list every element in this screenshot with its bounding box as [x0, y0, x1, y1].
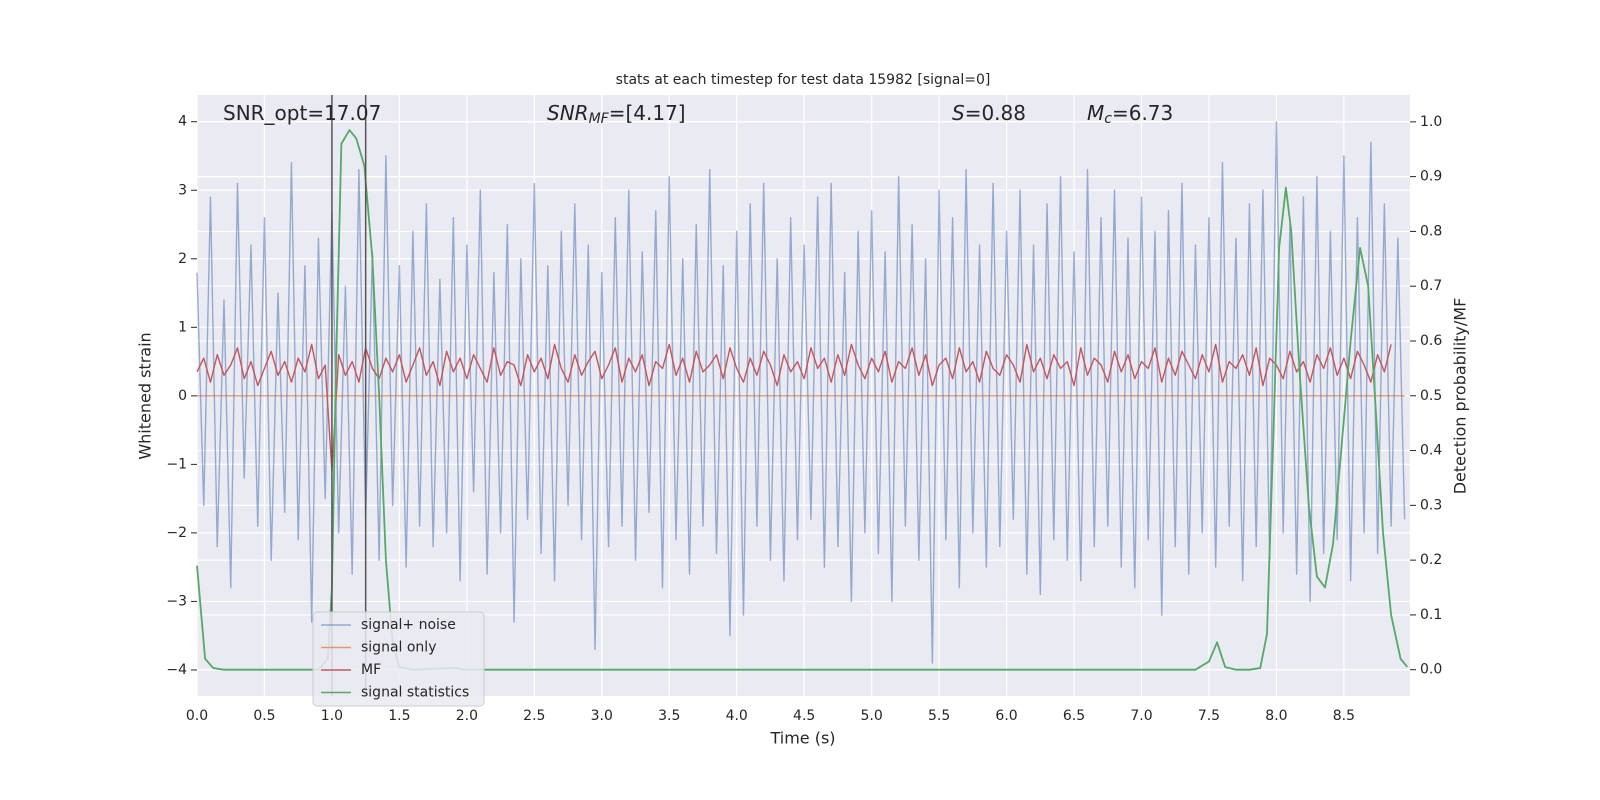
x-tick-label: 1.0: [321, 708, 343, 724]
y-tick-label: 1: [178, 319, 187, 335]
y2-tick-label: 0.4: [1420, 443, 1442, 459]
annotation: Mc=6.73: [1087, 101, 1173, 128]
y-tick-label: 2: [178, 251, 187, 267]
y-tick-label: −3: [166, 593, 187, 609]
x-tick-label: 4.5: [793, 708, 815, 724]
y2-tick-label: 1.0: [1420, 114, 1442, 130]
x-tick-label: 1.5: [388, 708, 410, 724]
x-tick-label: 3.5: [658, 708, 680, 724]
annotation-part: =[4.17]: [609, 101, 686, 125]
series-line: [196, 343, 1392, 472]
x-tick-label: 8.0: [1265, 708, 1287, 724]
x-tick-label: 2.0: [456, 708, 478, 724]
x-tick-label: 2.5: [523, 708, 545, 724]
y-tick-label: −1: [166, 456, 187, 472]
y-tick-label: 3: [178, 182, 187, 198]
y-tick-label: −4: [166, 662, 187, 678]
annotation-part: =6.73: [1112, 101, 1173, 125]
annotation-part: =0.88: [965, 101, 1026, 125]
x-tick-label: 0.5: [253, 708, 275, 724]
annotation-part: M: [1087, 101, 1104, 125]
series-line: [196, 121, 1406, 664]
y-tick-label: 4: [178, 114, 187, 130]
y2-axis-label: Detection probability/MF: [1451, 298, 1470, 495]
annotation-part: SNR: [547, 101, 589, 125]
x-tick-label: 6.0: [995, 708, 1017, 724]
x-tick-label: 7.5: [1198, 708, 1220, 724]
x-tick-label: 0.0: [186, 708, 208, 724]
y2-tick-label: 0.2: [1420, 552, 1442, 568]
legend-label: signal+ noise: [361, 617, 456, 633]
x-tick-label: 7.0: [1130, 708, 1152, 724]
x-tick-label: 5.5: [928, 708, 950, 724]
x-tick-label: 5.0: [861, 708, 883, 724]
x-tick-label: 8.5: [1333, 708, 1355, 724]
legend-label: signal statistics: [361, 685, 469, 701]
annotation-part: MF: [589, 111, 610, 127]
y-tick-label: −2: [166, 525, 187, 541]
y2-tick-label: 0.5: [1420, 388, 1442, 404]
y-tick-label: 0: [178, 388, 187, 404]
legend-box: [312, 611, 485, 707]
y2-tick-label: 0.9: [1420, 169, 1442, 185]
annotation: S=0.88: [952, 101, 1026, 125]
chart-title: stats at each timestep for test data 159…: [616, 72, 991, 88]
legend-label: signal only: [361, 640, 436, 656]
legend-label: MF: [361, 662, 381, 678]
x-axis-label: Time (s): [769, 729, 835, 748]
annotation: SNRMF=[4.17]: [547, 101, 686, 128]
annotation-part: SNR_opt=17.07: [223, 101, 381, 125]
y2-tick-label: 0.8: [1420, 223, 1442, 239]
y-axis-label: Whitened strain: [136, 332, 155, 459]
x-tick-label: 4.0: [726, 708, 748, 724]
annotation-part: S: [952, 101, 965, 125]
y2-tick-label: 0.7: [1420, 278, 1442, 294]
annotation-part: c: [1104, 111, 1112, 127]
y2-tick-label: 0.1: [1420, 607, 1442, 623]
annotation: SNR_opt=17.07: [223, 101, 381, 125]
x-tick-label: 6.5: [1063, 708, 1085, 724]
x-tick-label: 3.0: [591, 708, 613, 724]
y2-tick-label: 0.0: [1420, 662, 1442, 678]
series-line: [196, 129, 1408, 671]
y2-tick-label: 0.6: [1420, 333, 1442, 349]
y2-tick-label: 0.3: [1420, 497, 1442, 513]
